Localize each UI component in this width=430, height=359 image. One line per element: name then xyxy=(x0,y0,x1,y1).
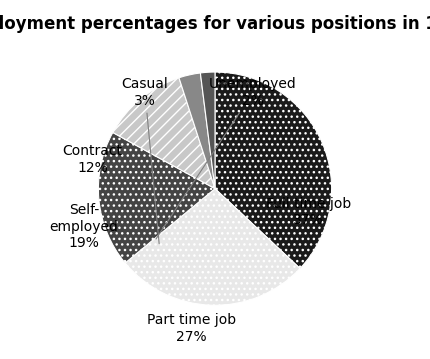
Wedge shape xyxy=(179,73,215,189)
Text: Casual
3%: Casual 3% xyxy=(122,77,169,244)
Text: Full time job
37%: Full time job 37% xyxy=(266,197,351,227)
Wedge shape xyxy=(200,72,215,189)
Title: Employment percentages for various positions in 1998: Employment percentages for various posit… xyxy=(0,15,430,33)
Wedge shape xyxy=(215,72,332,269)
Wedge shape xyxy=(113,78,215,189)
Text: Part time job
27%: Part time job 27% xyxy=(147,313,236,344)
Wedge shape xyxy=(98,132,215,263)
Text: Self-
employed
19%: Self- employed 19% xyxy=(49,203,118,250)
Text: Contract
12%: Contract 12% xyxy=(62,144,123,174)
Text: Unemployed
2%: Unemployed 2% xyxy=(156,77,297,239)
Wedge shape xyxy=(125,189,300,305)
